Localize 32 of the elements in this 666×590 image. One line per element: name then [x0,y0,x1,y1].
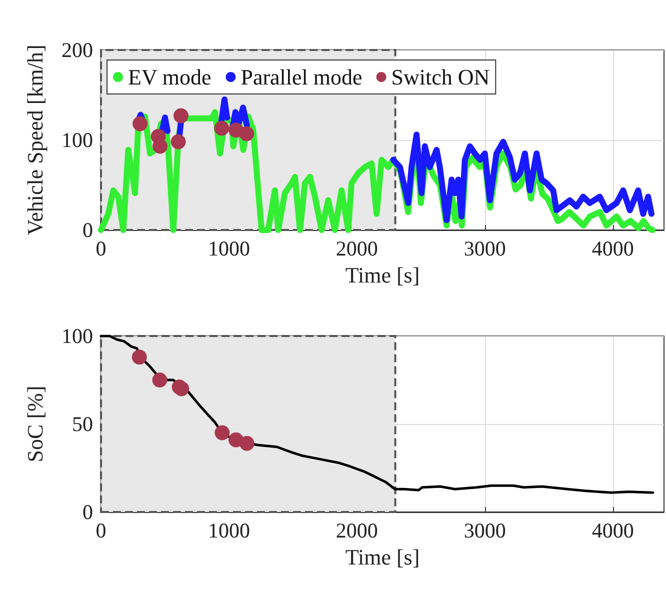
point [173,108,188,124]
y-tick-label: 200 [62,38,93,62]
point [170,134,186,150]
y-axis-title: SoC [%] [22,386,48,462]
point [152,138,168,154]
x-tick-label: 3000 [464,518,506,542]
y-tick-label: 50 [72,412,93,436]
point [239,126,254,142]
legend-label: EV mode [128,64,212,90]
point [214,120,230,136]
y-tick-label: 100 [62,324,93,348]
y-tick-label: 0 [82,500,93,524]
x-tick-label: 2000 [336,236,378,260]
x-tick-label: 2000 [336,518,378,542]
point [152,372,168,388]
point [239,436,254,451]
point [214,425,230,440]
point [132,116,148,132]
x-axis-title: Time [s] [345,262,420,288]
x-tick-label: 4000 [592,518,634,542]
x-tick-label: 3000 [464,236,506,260]
point [132,350,147,365]
y-tick-label: 0 [82,218,93,242]
y-tick-label: 100 [62,128,93,152]
x-tick-label: 1000 [208,518,250,542]
line-series [100,334,654,494]
x-tick-label: 1000 [208,236,250,260]
legend-label: Parallel mode [240,64,362,90]
x-tick-label: 4000 [592,236,634,260]
x-axis-title: Time [s] [345,544,420,570]
legend-label: Switch ON [391,64,490,90]
y-axis-title: Vehicle Speed [km/h] [22,44,48,236]
